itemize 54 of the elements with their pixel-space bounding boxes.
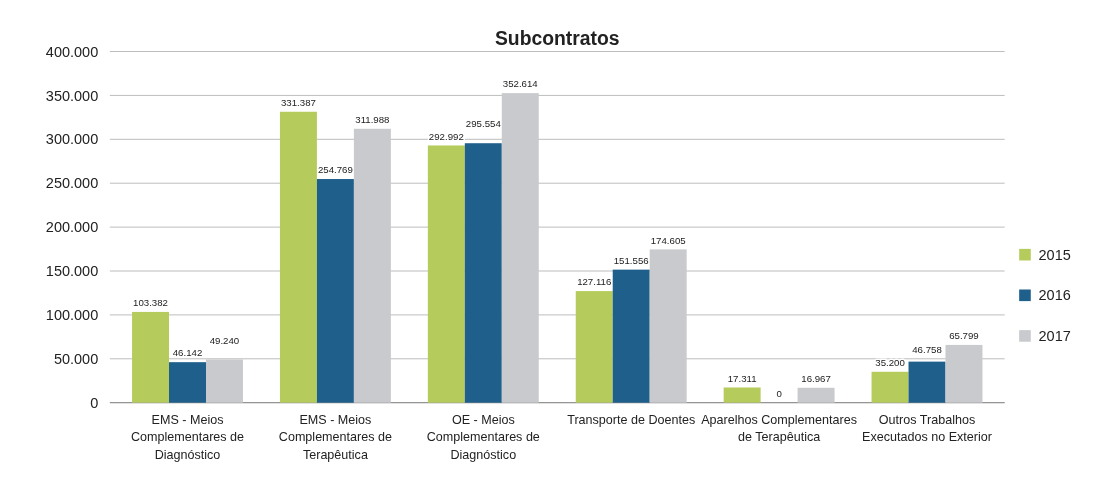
x-tick-label: Outros Trabalhos Executados no Exterior <box>862 412 992 445</box>
data-label: 352.614 <box>502 78 539 90</box>
chart-title: Subcontratos <box>494 26 620 49</box>
bar <box>908 361 946 403</box>
bar <box>132 311 170 403</box>
data-label: 46.758 <box>912 344 942 356</box>
y-tick-label: 50.000 <box>53 350 99 367</box>
data-label: 295.554 <box>465 118 502 130</box>
y-tick-label: 250.000 <box>45 175 99 192</box>
data-label: 46.142 <box>172 347 203 359</box>
y-tick-label: 350.000 <box>45 87 99 104</box>
bar <box>871 371 909 403</box>
data-label: 35.200 <box>875 356 905 368</box>
legend-label: 2017 <box>1038 328 1071 345</box>
bar <box>169 362 206 403</box>
y-tick-label: 200.000 <box>45 219 99 236</box>
data-label: 65.799 <box>949 330 979 342</box>
x-tick-label: EMS - Meios Complementares de Diagnóstico <box>130 412 245 462</box>
data-label: 16.967 <box>801 372 831 384</box>
bar <box>945 344 983 403</box>
data-label: 49.240 <box>209 334 240 346</box>
data-label: 0 <box>776 387 782 399</box>
y-tick-label: 300.000 <box>45 131 99 148</box>
data-label: 17.311 <box>727 372 757 384</box>
bar <box>797 387 835 403</box>
bar <box>649 249 687 403</box>
data-label: 127.116 <box>577 276 612 288</box>
legend-label: 2015 <box>1038 246 1071 263</box>
bar <box>612 269 650 403</box>
bar <box>575 291 613 403</box>
bar <box>501 93 539 403</box>
y-tick-label: 0 <box>90 394 99 411</box>
data-label: 151.556 <box>613 254 649 266</box>
bar <box>205 359 243 403</box>
bar <box>316 179 354 403</box>
bar <box>464 143 502 403</box>
data-label: 292.992 <box>428 130 464 142</box>
data-label: 311.988 <box>355 113 390 125</box>
x-tick-label: EMS - Meios Complementares de Terapêutica <box>278 412 392 462</box>
x-tick-label: Transporte de Doentes <box>567 412 696 427</box>
y-tick-label: 150.000 <box>45 263 99 280</box>
y-tick-label: 400.000 <box>45 43 99 60</box>
bar <box>427 145 465 403</box>
y-tick-label: 100.000 <box>45 306 99 323</box>
data-label: 103.382 <box>133 297 168 309</box>
bar <box>723 387 761 403</box>
x-tick-label: OE - Meios Complementares de Diagnóstico <box>426 412 540 462</box>
data-label: 174.605 <box>650 234 686 246</box>
x-tick-label: Aparelhos Complementares de Terapêutica <box>701 412 857 445</box>
bar <box>353 128 391 403</box>
data-label: 331.387 <box>280 96 316 108</box>
bar <box>279 111 317 403</box>
legend-label: 2016 <box>1038 287 1071 304</box>
data-label: 254.769 <box>317 164 353 176</box>
